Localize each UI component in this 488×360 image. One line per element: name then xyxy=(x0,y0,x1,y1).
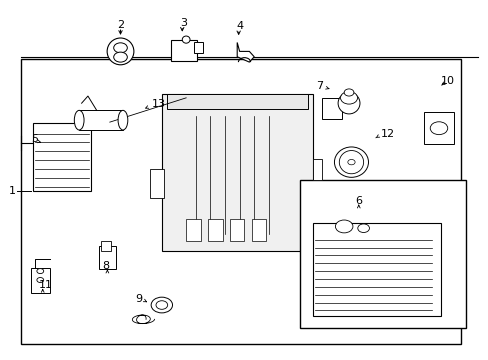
Ellipse shape xyxy=(118,111,127,130)
Text: 2: 2 xyxy=(117,19,124,30)
Bar xyxy=(30,267,50,293)
Text: 8: 8 xyxy=(102,261,109,271)
Bar xyxy=(149,169,164,198)
Bar xyxy=(101,241,111,251)
Text: 10: 10 xyxy=(440,76,454,86)
Text: 11: 11 xyxy=(39,280,53,291)
Ellipse shape xyxy=(334,147,368,177)
Bar xyxy=(33,123,91,191)
Circle shape xyxy=(37,278,43,283)
Ellipse shape xyxy=(74,111,84,130)
Bar xyxy=(162,94,312,251)
Bar xyxy=(424,112,453,144)
FancyBboxPatch shape xyxy=(170,40,197,61)
PathPatch shape xyxy=(237,42,254,62)
Text: 1: 1 xyxy=(9,186,16,196)
Circle shape xyxy=(37,269,43,274)
Bar xyxy=(229,219,244,241)
Bar xyxy=(312,223,441,316)
Text: 5: 5 xyxy=(31,134,38,144)
Ellipse shape xyxy=(344,89,353,96)
Bar xyxy=(322,98,341,119)
Circle shape xyxy=(151,297,172,313)
Circle shape xyxy=(429,122,447,135)
Text: 3: 3 xyxy=(180,18,187,28)
Ellipse shape xyxy=(114,52,127,62)
Circle shape xyxy=(357,224,369,233)
Bar xyxy=(300,180,465,328)
Ellipse shape xyxy=(347,159,354,165)
Text: 7: 7 xyxy=(316,81,323,91)
Ellipse shape xyxy=(107,38,134,65)
Text: 9: 9 xyxy=(135,294,142,303)
Circle shape xyxy=(335,220,352,233)
Ellipse shape xyxy=(340,91,357,104)
Bar xyxy=(79,111,122,130)
Ellipse shape xyxy=(182,36,190,43)
Text: 4: 4 xyxy=(236,21,243,31)
Text: 13: 13 xyxy=(151,99,165,109)
Bar xyxy=(251,219,266,241)
Text: 12: 12 xyxy=(380,129,394,139)
Bar xyxy=(194,42,203,53)
Bar xyxy=(186,219,201,241)
Ellipse shape xyxy=(339,150,363,174)
Ellipse shape xyxy=(114,43,127,53)
Bar xyxy=(207,219,222,241)
Bar xyxy=(99,246,116,269)
Circle shape xyxy=(156,301,167,309)
Bar xyxy=(166,94,307,109)
Ellipse shape xyxy=(337,93,359,114)
Bar xyxy=(312,158,322,180)
Bar xyxy=(21,59,460,344)
Text: 6: 6 xyxy=(355,197,362,206)
